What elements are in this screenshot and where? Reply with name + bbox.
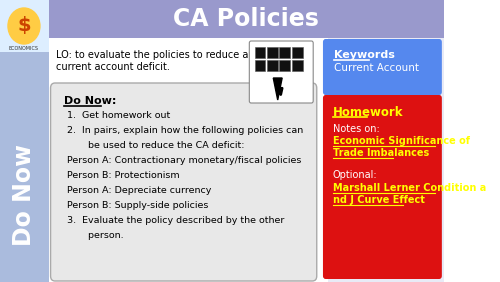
Text: Trade Imbalances: Trade Imbalances bbox=[332, 148, 429, 158]
Bar bbox=[49, 0, 444, 38]
Bar bbox=[280, 47, 290, 58]
Circle shape bbox=[8, 8, 40, 44]
Bar bbox=[267, 47, 278, 58]
Text: $: $ bbox=[17, 17, 31, 36]
Text: Do Now: Do Now bbox=[12, 144, 36, 246]
Text: CA Policies: CA Policies bbox=[173, 7, 318, 31]
Text: nd J Curve Effect: nd J Curve Effect bbox=[332, 195, 424, 205]
Text: be used to reduce the CA deficit:: be used to reduce the CA deficit: bbox=[66, 141, 244, 150]
FancyBboxPatch shape bbox=[250, 41, 313, 103]
Text: Current Account: Current Account bbox=[334, 63, 420, 73]
Bar bbox=[254, 60, 266, 71]
Bar bbox=[49, 38, 328, 282]
Text: Economic Significance of: Economic Significance of bbox=[332, 136, 469, 146]
Text: Person B: Protectionism: Person B: Protectionism bbox=[66, 171, 179, 180]
Text: 2.  In pairs, explain how the following policies can: 2. In pairs, explain how the following p… bbox=[66, 126, 303, 135]
Bar bbox=[267, 60, 278, 71]
Text: Person A: Depreciate currency: Person A: Depreciate currency bbox=[66, 186, 211, 195]
Text: ECONOMICS: ECONOMICS bbox=[9, 45, 39, 50]
Bar bbox=[254, 47, 266, 58]
Text: person.: person. bbox=[66, 231, 123, 240]
FancyBboxPatch shape bbox=[323, 39, 442, 95]
Polygon shape bbox=[274, 78, 282, 100]
Bar bbox=[0, 0, 49, 52]
Text: 1.  Get homework out: 1. Get homework out bbox=[66, 111, 170, 120]
Text: Person A: Contractionary monetary/fiscal policies: Person A: Contractionary monetary/fiscal… bbox=[66, 156, 301, 165]
Text: Marshall Lerner Condition a: Marshall Lerner Condition a bbox=[332, 183, 486, 193]
Text: LO: to evaluate the policies to reduce a
current account deficit.: LO: to evaluate the policies to reduce a… bbox=[56, 50, 248, 72]
Text: Optional:: Optional: bbox=[332, 170, 378, 180]
Text: Person B: Supply-side policies: Person B: Supply-side policies bbox=[66, 201, 208, 210]
Bar bbox=[324, 38, 444, 282]
Text: Homework: Homework bbox=[332, 106, 403, 119]
FancyBboxPatch shape bbox=[50, 83, 316, 281]
Text: Do Now:: Do Now: bbox=[64, 96, 116, 106]
Bar bbox=[292, 60, 302, 71]
Bar bbox=[292, 47, 302, 58]
Text: Keywords: Keywords bbox=[334, 50, 396, 60]
Bar bbox=[280, 60, 290, 71]
Text: Notes on:: Notes on: bbox=[332, 124, 380, 134]
Bar bbox=[0, 0, 49, 282]
FancyBboxPatch shape bbox=[323, 95, 442, 279]
Text: 3.  Evaluate the policy described by the other: 3. Evaluate the policy described by the … bbox=[66, 216, 284, 225]
